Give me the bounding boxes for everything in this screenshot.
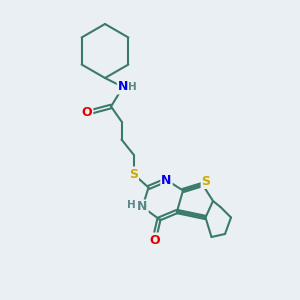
Text: O: O	[149, 233, 160, 247]
Text: H: H	[127, 200, 136, 211]
Text: H: H	[128, 82, 137, 92]
Text: N: N	[137, 200, 148, 214]
Text: S: S	[129, 167, 138, 181]
Text: N: N	[161, 173, 172, 187]
Text: O: O	[82, 106, 92, 119]
Text: N: N	[118, 80, 128, 94]
Text: S: S	[202, 175, 211, 188]
